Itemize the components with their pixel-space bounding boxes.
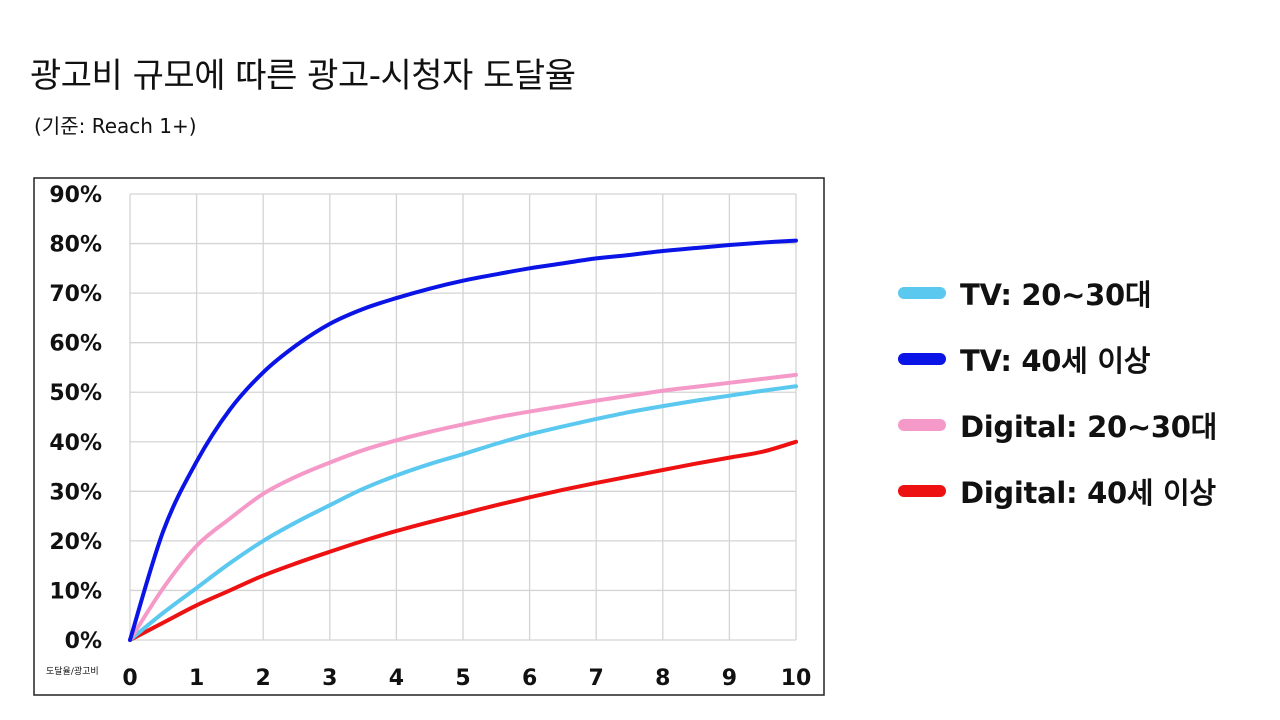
x-tick-label: 2	[256, 666, 271, 691]
series-lines	[128, 238, 798, 642]
legend-item-digital-2030: Digital: 20~30대	[898, 392, 1258, 458]
legend-label-digital-40: Digital: 40세 이상	[960, 476, 1216, 510]
y-tick-label: 30%	[49, 480, 102, 505]
page-subtitle: (기준: Reach 1+)	[34, 114, 197, 138]
x-tick-label: 4	[389, 666, 404, 691]
x-tick-label: 10	[781, 666, 812, 691]
y-tick-label: 0%	[65, 629, 102, 654]
x-tick-label: 7	[589, 666, 604, 691]
axis-corner-label: 도달율/광고비	[46, 667, 99, 677]
x-tick-label: 1	[189, 666, 204, 691]
series-line-tv-2030	[128, 384, 798, 642]
legend-label-digital-2030: Digital: 20~30대	[960, 410, 1217, 444]
y-tick-label: 50%	[49, 381, 102, 406]
x-tick-label: 6	[522, 666, 537, 691]
chart-legend: TV: 20~30대 TV: 40세 이상 Digital: 20~30대 Di…	[898, 260, 1258, 524]
y-tick-label: 60%	[49, 332, 102, 357]
y-tick-label: 90%	[49, 183, 102, 208]
page-title: 광고비 규모에 따른 광고-시청자 도달율	[30, 56, 576, 96]
chart-frame	[33, 177, 825, 696]
series-line-digital-40	[128, 439, 798, 642]
legend-item-tv-2030: TV: 20~30대	[898, 260, 1258, 326]
y-axis-tick-labels: 0% 10% 20% 30% 40% 50% 60% 70% 80% 90%	[49, 183, 102, 654]
legend-label-tv-40: TV: 40세 이상	[960, 344, 1151, 378]
y-tick-label: 70%	[49, 282, 102, 307]
x-tick-label: 3	[322, 666, 337, 691]
legend-item-digital-40: Digital: 40세 이상	[898, 458, 1258, 524]
x-tick-label: 0	[122, 666, 137, 691]
series-line-tv-40	[128, 238, 798, 642]
legend-item-tv-40: TV: 40세 이상	[898, 326, 1258, 392]
grid-lines	[129, 193, 797, 641]
x-tick-label: 5	[455, 666, 470, 691]
y-tick-label: 40%	[49, 431, 102, 456]
legend-swatch-digital-40	[898, 485, 946, 497]
x-tick-label: 9	[722, 666, 737, 691]
y-tick-label: 80%	[49, 233, 102, 258]
legend-swatch-tv-2030	[898, 287, 946, 299]
x-axis-tick-labels: 0 1 2 3 4 5 6 7 8 9 10	[122, 666, 811, 691]
series-line-digital-2030	[128, 372, 798, 642]
x-tick-label: 8	[655, 666, 670, 691]
y-tick-label: 10%	[49, 579, 102, 604]
legend-swatch-digital-2030	[898, 419, 946, 431]
y-tick-label: 20%	[49, 530, 102, 555]
legend-label-tv-2030: TV: 20~30대	[960, 278, 1152, 312]
legend-swatch-tv-40	[898, 353, 946, 365]
